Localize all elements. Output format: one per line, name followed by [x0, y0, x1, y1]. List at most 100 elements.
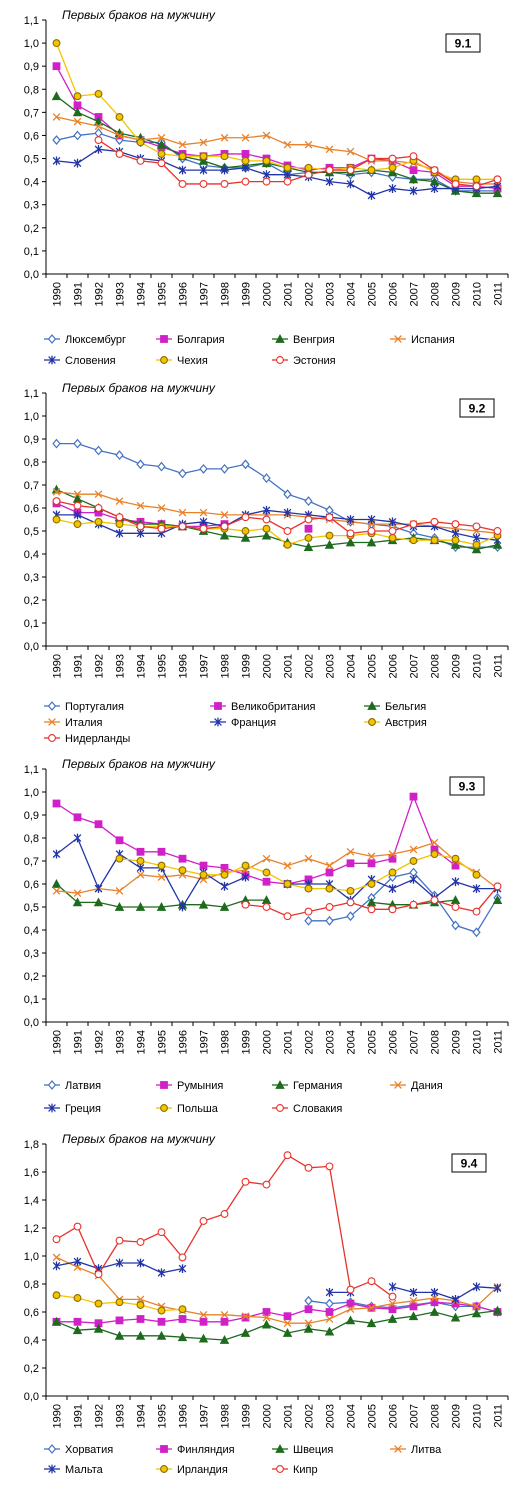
- chart-badge-box: [449, 776, 485, 796]
- x-tick-label: 2007: [409, 654, 421, 678]
- y-tick-label: 0,7: [24, 107, 39, 119]
- series-4: [52, 488, 502, 538]
- series-2-point: [262, 877, 271, 886]
- x-tick-label: 2007: [409, 282, 421, 306]
- series-3-point: [408, 174, 419, 184]
- y-tick-label: 1,0: [24, 787, 39, 799]
- x-tick-label: 2006: [388, 282, 400, 306]
- series-7-point: [388, 1292, 397, 1301]
- series-3-line: [56, 1309, 498, 1341]
- legend-label: Италия: [65, 717, 103, 729]
- y-tick-label: 1,0: [24, 411, 39, 423]
- series-2-point: [94, 820, 103, 829]
- x-tick-label: 1990: [52, 1404, 64, 1428]
- y-axis-title: Первых браков на мужчину: [62, 1132, 216, 1146]
- x-tick-label: 1998: [220, 1030, 232, 1054]
- y-tick-label: 0,9: [24, 434, 39, 446]
- y-tick-label: 0,4: [24, 549, 39, 561]
- series-4-point: [346, 1305, 355, 1314]
- series-3-point: [156, 902, 167, 911]
- series-6-point: [115, 854, 124, 863]
- series-4-point: [262, 1313, 271, 1322]
- chart-badge: 9.2: [469, 402, 486, 416]
- series-6-point: [52, 1291, 61, 1300]
- x-tick-label: 2002: [304, 1404, 316, 1428]
- series-6-point: [304, 533, 313, 542]
- series-6-point: [241, 527, 250, 535]
- series-6-point: [388, 868, 397, 877]
- series-2-point: [325, 868, 334, 877]
- series-3-point: [240, 532, 251, 542]
- series-3-point: [492, 895, 503, 904]
- legend-label: Португалия: [65, 701, 124, 713]
- series-6-point: [73, 1294, 82, 1302]
- series-7-line: [56, 500, 498, 534]
- x-tick-label: 1991: [73, 1404, 85, 1428]
- series-7-point: [220, 1210, 229, 1218]
- legend-swatch-point: [160, 1445, 168, 1453]
- series-6-line: [119, 853, 477, 892]
- series-1-point: [451, 920, 460, 931]
- series-2-point: [157, 847, 166, 856]
- x-tick-label: 2003: [325, 1404, 337, 1428]
- series-3-point: [198, 899, 209, 909]
- y-axis-title: Первых браков на мужчину: [62, 8, 216, 22]
- series-1-point: [73, 130, 82, 141]
- series-2-point: [388, 854, 397, 863]
- legend-item: Австрия: [364, 717, 427, 729]
- series-7-point: [220, 522, 229, 531]
- legend-label: Великобритания: [231, 701, 316, 713]
- series-7-point: [325, 903, 334, 911]
- series-3-point: [72, 897, 83, 907]
- legend-swatch-point: [160, 1081, 168, 1089]
- series-5-point: [94, 884, 103, 893]
- series-5-point: [115, 528, 124, 538]
- x-tick-label: 2010: [472, 654, 484, 678]
- series-2-point: [283, 1312, 292, 1321]
- legend-label: Чехия: [177, 355, 208, 367]
- legend-swatch-point: [276, 1104, 284, 1112]
- legend-label: Ирландия: [177, 1464, 228, 1476]
- series-2-point: [199, 861, 208, 870]
- series-6: [52, 1291, 187, 1315]
- series-4-point: [220, 133, 229, 142]
- x-tick-label: 1996: [178, 282, 190, 306]
- series-4-point: [220, 1310, 229, 1319]
- series-5-line: [56, 836, 246, 909]
- chart-2: 0,0 0,1 0,2 0,3 0,4 0,5 0,6 0,7 0,8 0,9 1,0 1,1 1990…: [24, 381, 509, 745]
- legend-label: Бельгия: [385, 701, 426, 713]
- x-tick-label: 1990: [52, 654, 64, 678]
- x-tick-label: 2004: [346, 1404, 358, 1428]
- x-tick-label: 2008: [430, 654, 442, 678]
- legend-swatch-point: [214, 717, 222, 727]
- y-tick-label: 0,2: [24, 971, 39, 983]
- series-2-point: [136, 847, 145, 856]
- series-3-point: [93, 116, 104, 126]
- series-5-point: [52, 156, 61, 166]
- series-5-point: [493, 1283, 502, 1293]
- series-5-point: [367, 191, 376, 200]
- legend: Латвия Румыния Германия Дания Греция Польша Сл…: [44, 1080, 443, 1115]
- series-5-point: [73, 833, 82, 843]
- y-axis-title: Первых браков на мужчину: [62, 757, 216, 771]
- x-tick-label: 1997: [199, 1030, 211, 1054]
- series-1-line: [56, 132, 498, 192]
- legend-item: Кипр: [272, 1464, 318, 1476]
- x-tick-label: 2000: [262, 654, 274, 678]
- series-4-point: [178, 140, 187, 149]
- y-tick-label: 0,6: [24, 1307, 39, 1319]
- series-5-point: [52, 1261, 61, 1271]
- series-3-point: [51, 879, 62, 888]
- series-5-point: [115, 1258, 124, 1268]
- series-2-point: [73, 813, 82, 822]
- series-7-point: [283, 527, 292, 535]
- y-tick-label: 1,0: [24, 38, 39, 50]
- x-tick-label: 2011: [493, 1030, 505, 1054]
- x-tick-label: 2004: [346, 654, 358, 678]
- x-tick-label: 1999: [241, 1030, 253, 1054]
- x-tick-label: 1997: [199, 1404, 211, 1428]
- legend-item: Словакия: [272, 1103, 342, 1115]
- series-7-point: [136, 522, 145, 531]
- series-4-point: [94, 122, 103, 131]
- series-3-point: [51, 1316, 62, 1326]
